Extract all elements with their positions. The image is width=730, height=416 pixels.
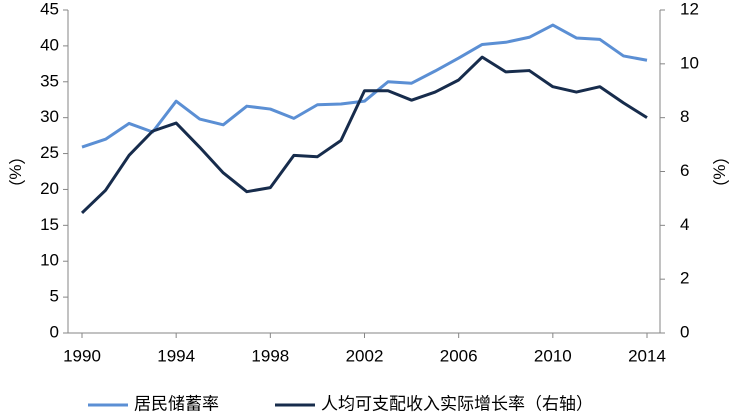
series-line: [80, 55, 648, 215]
y-tick-label: 40: [40, 35, 59, 54]
y2-tick-label: 12: [680, 0, 699, 18]
x-tick-label: 2010: [534, 346, 572, 365]
x-tick-label: 1990: [63, 346, 101, 365]
y-tick-label: 10: [40, 251, 59, 270]
x-tick-label: 1998: [251, 346, 289, 365]
y2-tick-label: 0: [680, 322, 689, 341]
y-tick-label: 25: [40, 143, 59, 162]
x-tick-label: 1994: [157, 346, 195, 365]
x-tick-label: 2014: [628, 346, 666, 365]
y-tick-label: 45: [40, 0, 59, 18]
x-tick-label: 2002: [346, 346, 384, 365]
legend-label: 居民储蓄率: [134, 394, 219, 413]
y-tick-label: 35: [40, 71, 59, 90]
y-tick-label: 5: [50, 287, 59, 306]
y2-tick-label: 2: [680, 269, 689, 288]
y2-tick-label: 6: [680, 161, 689, 180]
y2-axis-label: （%）: [710, 147, 730, 196]
y2-tick-label: 4: [680, 215, 689, 234]
series-line: [81, 23, 648, 149]
y-tick-label: 0: [50, 322, 59, 341]
y-axis-label: （%）: [6, 147, 26, 196]
y-tick-label: 20: [40, 179, 59, 198]
y-tick-label: 15: [40, 215, 59, 234]
y-tick-label: 30: [40, 107, 59, 126]
legend-label: 人均可支配收入实际增长率（右轴）: [321, 394, 593, 413]
y2-tick-label: 10: [680, 53, 699, 72]
x-tick-label: 2006: [440, 346, 478, 365]
y2-tick-label: 8: [680, 107, 689, 126]
